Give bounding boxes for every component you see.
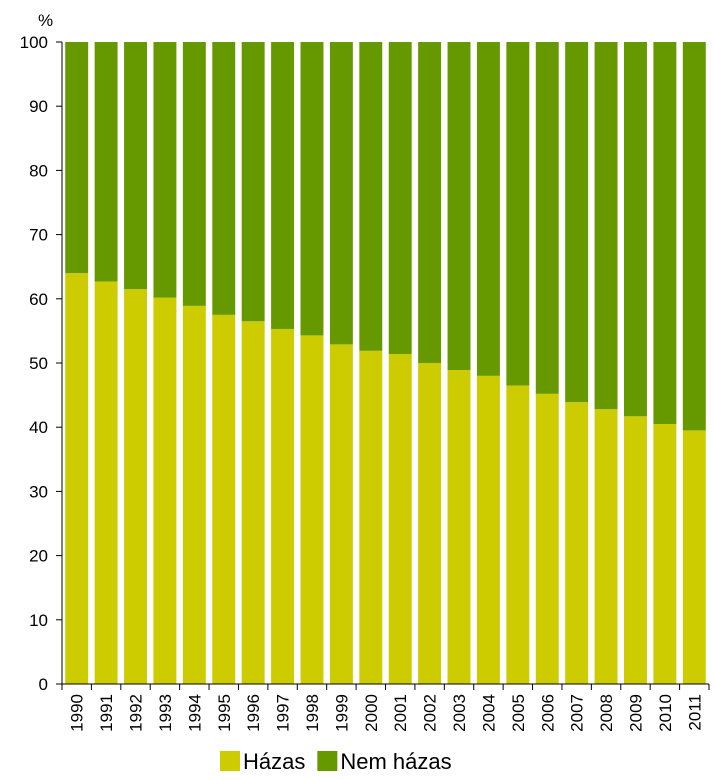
bar-nem-hazas-1998 [300, 42, 324, 336]
x-tick-label-1999: 1999 [332, 694, 351, 732]
x-tick-label-2009: 2009 [626, 694, 645, 732]
bar-nem-hazas-2008 [594, 42, 618, 410]
y-tick-label-100: 100 [20, 33, 48, 52]
bar-hazas-1998 [300, 335, 324, 684]
bar-nem-hazas-1993 [153, 42, 177, 298]
bar-hazas-1996 [241, 321, 265, 684]
x-tick-label-2003: 2003 [450, 694, 469, 732]
x-tick-label-2006: 2006 [538, 694, 557, 732]
bar-hazas-2011 [682, 430, 706, 684]
bar-hazas-1991 [94, 281, 118, 684]
x-tick-label-2002: 2002 [421, 694, 440, 732]
bar-nem-hazas-2000 [359, 42, 383, 351]
bar-nem-hazas-1995 [212, 42, 236, 315]
x-tick-label-1997: 1997 [274, 694, 293, 732]
bar-nem-hazas-1996 [241, 42, 265, 322]
bar-nem-hazas-1991 [94, 42, 118, 282]
x-tick-label-1993: 1993 [156, 694, 175, 732]
bar-nem-hazas-1990 [65, 42, 89, 274]
axes-group: 0 10 20 30 40 50 60 70 80 90 100 1990 1991 1992 1993 19… [20, 33, 710, 732]
x-tick-label-2008: 2008 [597, 694, 616, 732]
bar-hazas-1995 [212, 314, 236, 684]
x-tick-label-2004: 2004 [479, 694, 498, 732]
legend-swatch-nem-hazas [317, 751, 338, 771]
bars-group [65, 42, 706, 684]
bar-nem-hazas-1999 [329, 42, 353, 345]
bar-hazas-2001 [388, 354, 412, 684]
y-tick-label-20: 20 [29, 547, 48, 566]
x-tick-label-2005: 2005 [509, 694, 528, 732]
x-tick-label-1994: 1994 [185, 694, 204, 732]
x-tick-label-1998: 1998 [303, 694, 322, 732]
bar-nem-hazas-1997 [271, 42, 295, 329]
y-tick-label-0: 0 [39, 675, 48, 694]
y-axis-unit-label: % [38, 11, 53, 30]
x-tick-label-2000: 2000 [362, 694, 381, 732]
legend-label-nem-hazas: Nem házas [340, 749, 451, 774]
x-tick-label-1990: 1990 [68, 694, 87, 732]
bar-hazas-2002 [418, 363, 442, 684]
legend-label-hazas: Házas [243, 749, 305, 774]
bar-nem-hazas-2007 [565, 42, 589, 403]
bar-hazas-2000 [359, 350, 383, 684]
x-tick-label-1995: 1995 [215, 694, 234, 732]
x-tick-label-1991: 1991 [97, 694, 116, 732]
bar-nem-hazas-2011 [682, 42, 706, 431]
bar-hazas-2003 [447, 370, 471, 684]
bar-hazas-2008 [594, 409, 618, 684]
bar-hazas-1990 [65, 273, 89, 684]
bar-nem-hazas-2005 [506, 42, 530, 386]
bar-hazas-1992 [124, 289, 147, 684]
bar-nem-hazas-2006 [535, 42, 559, 394]
bar-hazas-2010 [653, 423, 677, 684]
bar-nem-hazas-2004 [476, 42, 500, 376]
bar-hazas-2005 [506, 385, 530, 684]
legend: Házas Nem házas [220, 749, 452, 774]
bar-nem-hazas-1994 [182, 42, 206, 306]
y-tick-label-10: 10 [29, 611, 48, 630]
y-tick-label-60: 60 [29, 290, 48, 309]
y-tick-label-90: 90 [29, 97, 48, 116]
x-tick-label-1996: 1996 [244, 694, 263, 732]
y-tick-label-80: 80 [29, 161, 48, 180]
x-tick-label-2001: 2001 [391, 694, 410, 732]
bar-nem-hazas-2002 [418, 42, 442, 363]
x-tick-label-2010: 2010 [656, 694, 675, 732]
bar-hazas-2004 [476, 375, 500, 684]
bar-nem-hazas-2009 [624, 42, 647, 417]
bar-nem-hazas-2010 [653, 42, 677, 424]
bar-nem-hazas-2003 [447, 42, 471, 371]
bar-nem-hazas-2001 [388, 42, 412, 355]
y-tick-label-70: 70 [29, 226, 48, 245]
bar-hazas-1994 [182, 305, 206, 684]
bar-nem-hazas-1992 [124, 42, 147, 290]
x-tick-label-2007: 2007 [568, 694, 587, 732]
bar-hazas-1997 [271, 328, 295, 684]
bar-hazas-1993 [153, 297, 177, 684]
y-tick-label-30: 30 [29, 482, 48, 501]
bar-hazas-2009 [624, 416, 647, 684]
x-tick-label-1992: 1992 [127, 694, 146, 732]
bar-hazas-2006 [535, 393, 559, 684]
legend-swatch-hazas [220, 751, 240, 771]
bar-hazas-1999 [329, 344, 353, 684]
y-tick-label-50: 50 [29, 354, 48, 373]
x-tick-label-2011: 2011 [685, 694, 704, 731]
y-tick-label-40: 40 [29, 418, 48, 437]
bar-hazas-2007 [565, 402, 589, 684]
